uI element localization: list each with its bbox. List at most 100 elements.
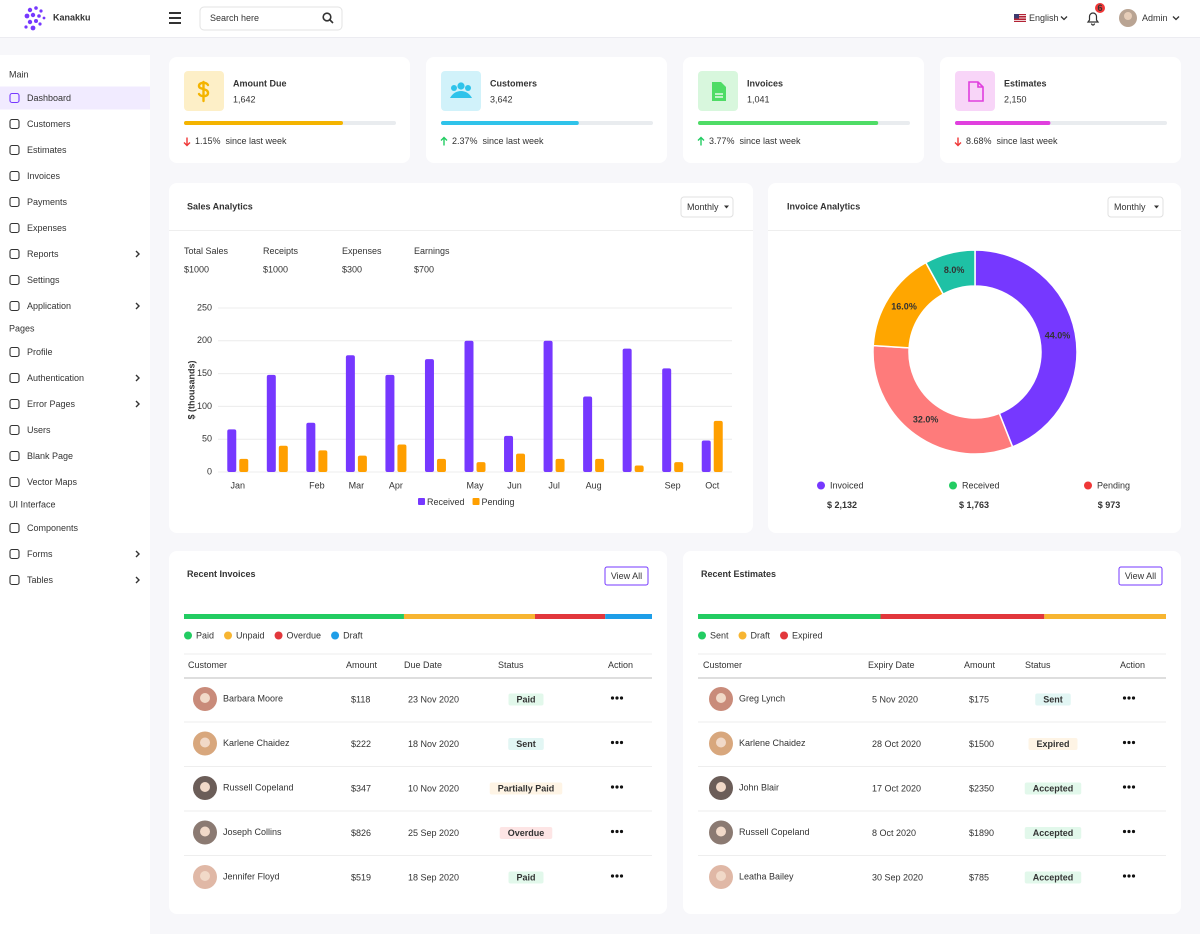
stat-value: 1,642 [233, 94, 256, 104]
column-header: Due Date [404, 660, 442, 670]
sidebar-item[interactable]: Expenses [9, 223, 67, 234]
row-actions[interactable] [1122, 829, 1136, 834]
row-actions[interactable] [610, 785, 624, 789]
button-box [1118, 566, 1163, 586]
row-actions[interactable] [610, 696, 624, 700]
stat-change: 1.15% [195, 136, 221, 146]
stat-change: 8.68% [966, 136, 992, 146]
sidebar-item[interactable]: Components [9, 523, 79, 534]
sidebar-item[interactable]: Vector Maps [9, 476, 78, 488]
sidebar-item[interactable]: Forms [9, 549, 140, 560]
language: English [1029, 13, 1059, 23]
row-actions[interactable] [1122, 874, 1136, 878]
trend-arrow [697, 136, 705, 146]
sidebar-item[interactable]: Authentication [9, 373, 140, 384]
customer-name[interactable]: Karlene Chaidez [739, 738, 806, 748]
customer-name[interactable]: Jennifer Floyd [223, 871, 280, 881]
sidebar-item[interactable]: Settings [9, 275, 60, 286]
logo[interactable] [24, 6, 46, 31]
row-actions[interactable] [610, 874, 624, 878]
stat-change: 2.37% [452, 136, 478, 146]
stat-card [683, 57, 924, 163]
action-dot [615, 740, 619, 745]
period-dropdown[interactable]: Monthly [680, 196, 734, 218]
avatar-face [716, 826, 726, 837]
action-dot [619, 740, 624, 745]
search-box[interactable]: Search here [199, 6, 343, 31]
avatar-face [716, 871, 726, 881]
bar [634, 465, 644, 472]
legend-label: Overdue [287, 630, 322, 640]
customer-name[interactable]: Russell Copeland [223, 782, 294, 792]
row-actions[interactable] [1122, 785, 1136, 789]
row-actions[interactable] [1122, 696, 1136, 700]
column-header: Status [498, 660, 524, 670]
customer-name[interactable]: Karlene Chaidez [223, 738, 290, 748]
sidebar-icon [9, 196, 20, 208]
bar [543, 340, 553, 472]
notifications[interactable]: 6 [1086, 3, 1105, 26]
summary-value: $1000 [263, 264, 288, 274]
sidebar-label: Vector Maps [27, 477, 78, 487]
customer-name[interactable]: Barbara Moore [223, 693, 283, 703]
row-actions[interactable] [1122, 740, 1136, 745]
estimates-card [683, 551, 1181, 914]
sidebar-icon [9, 476, 20, 488]
sidebar-item[interactable]: Customers [9, 119, 71, 130]
y-tick-label: 0 [207, 466, 212, 476]
action-dot [619, 785, 624, 789]
customer-name[interactable]: John Blair [739, 782, 779, 792]
sidebar-item[interactable]: Error Pages [9, 399, 140, 410]
customer-name[interactable]: Joseph Collins [223, 827, 282, 837]
sidebar-item[interactable]: Users [9, 425, 51, 436]
sidebar-item[interactable]: Dashboard [0, 86, 150, 110]
language-select[interactable]: English [1014, 13, 1068, 23]
slice-label: 8.0% [944, 265, 965, 275]
status-badge [1024, 782, 1082, 795]
sidebar-section-title: Main [9, 69, 29, 79]
sidebar-section-title: UI Interface [9, 499, 56, 509]
sidebar-item[interactable]: Invoices [9, 171, 61, 182]
status-segment [1044, 614, 1166, 619]
bar [595, 458, 605, 472]
stat-label: Invoices [747, 78, 783, 88]
slice-label: 32.0% [913, 414, 939, 424]
sidebar-item[interactable]: Estimates [9, 145, 67, 156]
action-dot [619, 829, 624, 834]
stat-value: 1,041 [747, 94, 770, 104]
status-label: Expired [1036, 739, 1069, 749]
sidebar-item[interactable]: Profile [9, 347, 53, 358]
bar [424, 359, 434, 472]
customer-name[interactable]: Leatha Bailey [739, 871, 794, 881]
menu-toggle[interactable] [169, 12, 181, 24]
sidebar-item[interactable]: Payments [9, 196, 68, 208]
bell-icon [1086, 12, 1100, 26]
column-header: Customer [703, 660, 742, 670]
table-cell: 10 Nov 2020 [408, 783, 459, 793]
action-dot [1131, 785, 1136, 789]
x-tick-label: Aug [586, 480, 602, 490]
customer-name[interactable]: Russell Copeland [739, 827, 810, 837]
user-avatar-face [1124, 12, 1132, 20]
sidebar-item[interactable]: Reports [9, 249, 140, 260]
bar [397, 444, 407, 472]
view-all-button[interactable]: View All [604, 566, 649, 586]
sidebar-item[interactable]: Application [9, 301, 140, 312]
dropdown-label: Monthly [687, 202, 719, 212]
sidebar-label: Estimates [27, 145, 67, 155]
invoices-card [169, 551, 667, 914]
user-menu[interactable]: Admin [1119, 9, 1180, 27]
bar [357, 455, 367, 472]
period-dropdown[interactable]: Monthly [1107, 196, 1164, 218]
dropdown-box [680, 196, 734, 218]
customer-name[interactable]: Greg Lynch [739, 693, 785, 703]
row-actions[interactable] [610, 740, 624, 745]
legend-label: Pending [1097, 480, 1130, 490]
sidebar [0, 55, 150, 934]
sidebar-item[interactable]: Blank Page [9, 451, 73, 462]
row-actions[interactable] [610, 829, 624, 834]
view-all-button[interactable]: View All [1118, 566, 1163, 586]
bar [701, 440, 711, 472]
trend-arrow [183, 137, 191, 147]
sidebar-item[interactable]: Tables [9, 575, 140, 586]
